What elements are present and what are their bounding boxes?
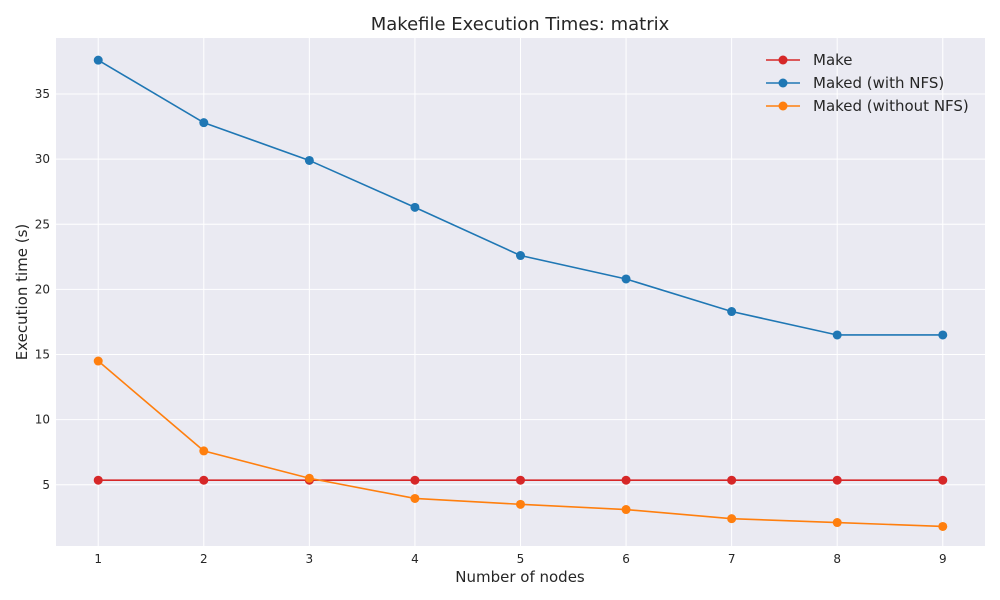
series-0: [93, 475, 948, 485]
data-point: [199, 475, 209, 485]
y-tick-labels: 5 10 15 20 25 30 35: [35, 87, 50, 492]
data-point: [93, 475, 103, 485]
y-axis-label: Execution time (s): [13, 224, 31, 361]
data-point: [516, 499, 525, 509]
data-point: [832, 475, 842, 485]
y-tick-label: 25: [35, 217, 50, 231]
y-tick-label: 10: [35, 413, 50, 427]
data-point: [93, 356, 103, 366]
x-tick-label: 8: [833, 552, 841, 566]
x-tick-label: 9: [939, 552, 947, 566]
x-tick-labels: 1 2 3 4 5 6 7 8 9: [94, 552, 946, 566]
data-point: [199, 118, 209, 128]
legend-marker: [778, 78, 788, 88]
y-tick-label: 15: [35, 348, 50, 362]
data-point: [727, 307, 737, 317]
data-point: [93, 55, 103, 65]
series-2: [93, 356, 948, 531]
data-point: [621, 475, 631, 485]
data-point: [516, 475, 525, 485]
legend-marker: [778, 101, 788, 111]
x-tick-label: 1: [94, 552, 102, 566]
legend: Make Maked (with NFS) Maked (without NFS): [766, 51, 969, 115]
legend-label: Maked (without NFS): [813, 97, 969, 115]
x-tick-label: 6: [622, 552, 630, 566]
data-point: [727, 514, 737, 524]
legend-marker: [778, 55, 788, 65]
legend-entry: Make: [766, 51, 853, 69]
series-1: [93, 55, 948, 340]
data-point: [938, 330, 948, 340]
data-point: [621, 274, 631, 284]
series-layer: [93, 55, 948, 531]
data-point: [621, 505, 631, 515]
data-point: [304, 473, 314, 483]
data-point: [938, 521, 948, 531]
data-point: [304, 155, 314, 165]
data-point: [410, 493, 420, 503]
x-tick-label: 4: [411, 552, 419, 566]
legend-entry: Maked (without NFS): [766, 97, 969, 115]
data-point: [516, 251, 525, 261]
x-tick-label: 7: [728, 552, 736, 566]
x-axis-label: Number of nodes: [455, 568, 585, 586]
data-point: [410, 475, 420, 485]
data-point: [199, 446, 209, 456]
legend-label: Make: [813, 51, 853, 69]
data-point: [832, 518, 842, 528]
y-tick-label: 30: [35, 152, 50, 166]
y-tick-label: 5: [42, 478, 50, 492]
data-point: [410, 202, 420, 212]
data-point: [832, 330, 842, 340]
legend-entry: Maked (with NFS): [766, 74, 944, 92]
x-tick-label: 3: [306, 552, 314, 566]
y-tick-label: 20: [35, 282, 50, 296]
data-point: [727, 475, 737, 485]
grid-lines: [56, 38, 985, 546]
x-tick-label: 5: [517, 552, 525, 566]
y-tick-label: 35: [35, 87, 50, 101]
data-point: [938, 475, 948, 485]
chart-title: Makefile Execution Times: matrix: [371, 14, 670, 35]
x-tick-label: 2: [200, 552, 208, 566]
legend-label: Maked (with NFS): [813, 74, 944, 92]
